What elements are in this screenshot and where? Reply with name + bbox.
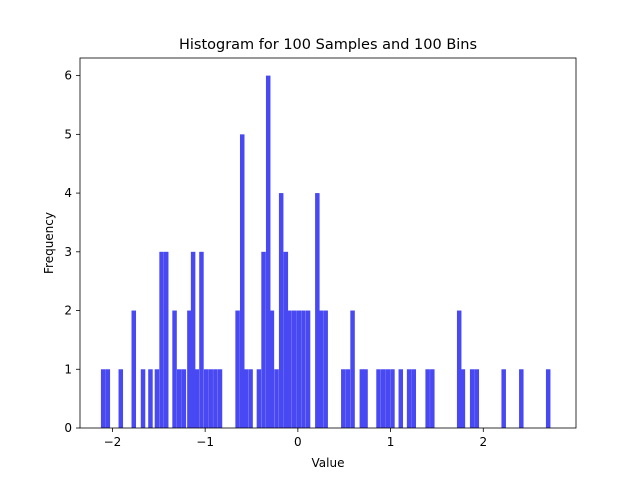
histogram-bar: [190, 251, 196, 428]
histogram-bar: [341, 369, 346, 428]
histogram-bar: [283, 251, 289, 428]
histogram-bar: [456, 310, 462, 428]
histogram-bar: [301, 310, 306, 428]
x-axis-label: Value: [312, 456, 345, 470]
histogram-bar: [350, 310, 355, 428]
histogram-bar: [545, 369, 551, 428]
histogram-bar: [359, 369, 365, 428]
histogram-bar: [296, 310, 302, 428]
histogram-bar: [208, 369, 213, 428]
histogram-bar: [199, 251, 204, 428]
histogram-bar: [385, 369, 391, 428]
histogram-bar: [100, 369, 106, 428]
histogram-bar: [291, 310, 297, 428]
histogram-bar: [159, 251, 164, 428]
histogram-bar: [323, 310, 328, 428]
x-axis-ticks: −2 −1 0 1 2: [104, 428, 487, 449]
y-tick-label: 5: [64, 127, 72, 141]
histogram-bar: [148, 369, 153, 428]
histogram-bars: [100, 75, 551, 429]
y-axis-label: Frequency: [42, 212, 56, 274]
histogram-bar: [460, 369, 466, 428]
histogram-bar: [398, 369, 404, 428]
x-tick-label: 0: [294, 435, 302, 449]
histogram-bar: [380, 369, 386, 428]
histogram-bar: [315, 193, 320, 428]
histogram-bar: [248, 369, 253, 428]
histogram-bar: [181, 369, 187, 428]
histogram-bar: [363, 369, 368, 428]
histogram-bar: [261, 251, 266, 428]
histogram-bar: [265, 75, 271, 429]
histogram-bar: [194, 369, 200, 428]
histogram-bar: [243, 369, 249, 428]
histogram-bar: [187, 310, 192, 428]
histogram-bar: [154, 369, 160, 428]
histogram-bar: [131, 310, 137, 428]
histogram-bar: [105, 369, 111, 428]
histogram-bar: [269, 310, 275, 428]
histogram-bar: [278, 193, 284, 428]
histogram-bar: [345, 369, 351, 428]
histogram-bar: [305, 310, 311, 428]
histogram-bar: [425, 369, 430, 428]
histogram-bar: [217, 369, 223, 428]
histogram-bar: [406, 369, 412, 428]
histogram-bar: [235, 310, 240, 428]
histogram-bar: [430, 369, 435, 428]
x-tick-label: −2: [104, 435, 122, 449]
histogram-bar: [474, 369, 480, 428]
x-tick-label: 2: [479, 435, 487, 449]
y-tick-label: 1: [64, 362, 72, 376]
histogram-bar: [176, 369, 182, 428]
histogram-bar: [172, 310, 177, 428]
histogram-bar: [203, 369, 209, 428]
plot-frame: [79, 57, 577, 429]
histogram-bar: [118, 369, 124, 428]
y-tick-label: 2: [64, 304, 72, 318]
histogram-bar: [213, 369, 218, 428]
histogram-bar: [376, 369, 381, 428]
histogram-bar: [140, 369, 146, 428]
histogram-bar: [469, 369, 475, 428]
y-tick-label: 3: [64, 245, 72, 259]
histogram-bar: [274, 369, 279, 428]
histogram-bar: [163, 251, 169, 428]
histogram-bar: [256, 369, 262, 428]
y-tick-label: 4: [64, 186, 72, 200]
histogram-bar: [519, 369, 524, 428]
histogram-bar: [501, 369, 506, 428]
histogram-bar: [411, 369, 417, 428]
histogram-bar: [239, 134, 245, 428]
y-tick-label: 6: [64, 69, 72, 83]
histogram-bar: [318, 310, 324, 428]
y-tick-label: 0: [64, 421, 72, 435]
chart-title: Histogram for 100 Samples and 100 Bins: [179, 37, 477, 53]
x-tick-label: 1: [387, 435, 395, 449]
histogram-bar: [287, 310, 292, 428]
histogram-bar: [390, 369, 395, 428]
x-tick-label: −1: [196, 435, 214, 449]
y-axis-ticks: 0 1 2 3 4 5 6: [64, 69, 80, 435]
